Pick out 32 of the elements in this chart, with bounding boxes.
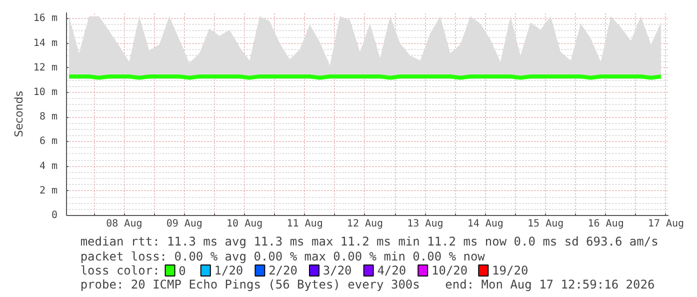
y-tick-label: 12 m — [33, 62, 58, 74]
x-tick-label: 12 Aug — [346, 218, 384, 230]
y-axis-title: Seconds — [12, 90, 26, 138]
y-tick-label: 6 m — [39, 136, 58, 148]
text: end: Mon Aug 17 12:59:16 2026 — [445, 278, 655, 292]
y-tick-label: 8 m — [39, 112, 58, 123]
x-tick-label: 17 Aug — [648, 218, 684, 230]
x-tick-label: 10 Aug — [226, 218, 263, 230]
text: packet loss: 0.00 % avg 0.00 % max 0.00 % min 0.00 % now — [80, 250, 486, 264]
legend-label: 2/20 — [268, 264, 298, 278]
x-tick-label: 16 Aug — [588, 218, 624, 230]
y-tick-label: 14 m — [33, 38, 58, 49]
legend-label: 10/20 — [432, 264, 468, 278]
y-tick-label: 10 m — [33, 86, 58, 98]
y-tick-label: 16 m — [33, 13, 58, 24]
x-tick-label: 13 Aug — [407, 218, 444, 230]
legend-label: 19/20 — [492, 264, 528, 278]
x-tick-label: 11 Aug — [286, 218, 323, 230]
x-tick-label: 14 Aug — [467, 218, 504, 230]
y-tick-label: 0 — [51, 210, 58, 221]
text: probe: 20 ICMP Echo Pings (56 Bytes) every 300s — [80, 278, 420, 292]
y-tick-label: 2 m — [39, 185, 58, 196]
legend-title: loss color: — [80, 264, 160, 278]
y-tick-label: 4 m — [39, 160, 58, 172]
legend-label: 4/20 — [377, 264, 406, 278]
x-tick-label: 09 Aug — [166, 218, 202, 230]
legend-label: 1/20 — [214, 264, 244, 278]
legend-label: 0 — [178, 264, 186, 278]
x-tick-label: 15 Aug — [528, 218, 564, 230]
legend-label: 3/20 — [322, 264, 352, 278]
text: median rtt: 11.3 ms avg 11.3 ms max 11.2 ms min 11.2 ms now 0.0 ms sd 693.6 am/s — [80, 234, 658, 248]
x-tick-label: 08 Aug — [106, 218, 142, 230]
